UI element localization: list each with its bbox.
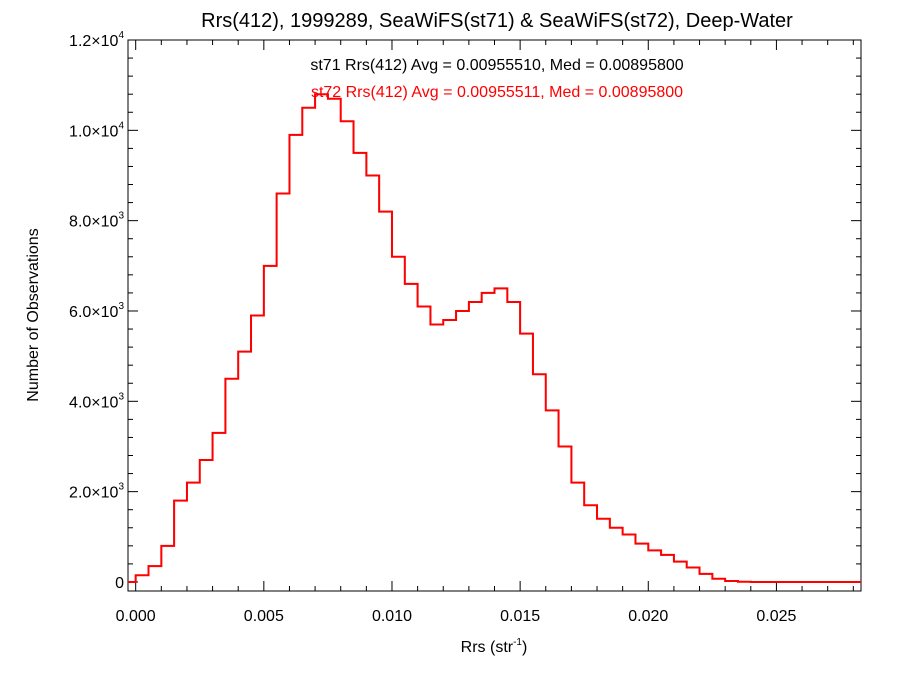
chart-title: Rrs(412), 1999289, SeaWiFS(st71) & SeaWi…: [201, 10, 793, 32]
y-axis-ticks: 0 2.0×103 4.0×103 6.0×103 8.0×103 1.0×104 1.2×…: [69, 30, 861, 592]
y-tick-label: 1.2×104: [69, 30, 124, 50]
x-tick-label: 0.010: [372, 608, 412, 625]
plot-frame: [127, 39, 862, 592]
y-tick-label: 0: [115, 575, 124, 592]
x-tick-label: 0.015: [500, 608, 540, 625]
y-axis-label: Number of Observations: [25, 228, 42, 401]
x-tick-label: 0.020: [628, 608, 668, 625]
x-tick-label: 0.025: [756, 608, 796, 625]
x-tick-label: 0.005: [244, 608, 284, 625]
y-tick-label: 1.0×104: [69, 120, 124, 140]
annotation-2: st72 Rrs(412) Avg = 0.00955511, Med = 0.…: [311, 84, 683, 101]
series-layer: [128, 93, 861, 583]
x-tick-label: 0.000: [116, 608, 156, 625]
annotations: st71 Rrs(412) Avg = 0.00955510, Med = 0.…: [310, 57, 683, 101]
x-axis-label: Rrs (str-1): [461, 637, 528, 656]
x-axis-ticks: 0.000 0.005 0.010 0.015 0.020 0.025: [116, 40, 854, 625]
series-line-st72: [128, 93, 861, 583]
y-tick-label: 2.0×103: [69, 482, 124, 502]
annotation-1: st71 Rrs(412) Avg = 0.00955510, Med = 0.…: [310, 57, 683, 74]
y-tick-label: 8.0×103: [69, 211, 124, 231]
series-line-st71: [128, 93, 861, 583]
y-tick-label: 6.0×103: [69, 301, 124, 321]
y-tick-label: 4.0×103: [69, 391, 124, 411]
